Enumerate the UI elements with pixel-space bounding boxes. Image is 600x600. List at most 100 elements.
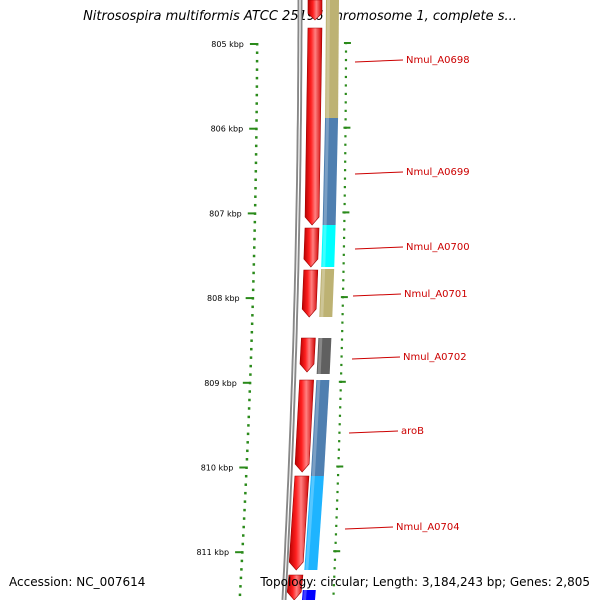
kbp-minor-tick (253, 220, 257, 224)
kbp-label: 806 kbp (211, 125, 244, 134)
inner-minor-tick (344, 118, 347, 121)
kbp-minor-tick (244, 483, 248, 486)
kbp-minor-tick (247, 407, 251, 410)
kbp-minor-tick (241, 551, 244, 554)
inner-minor-tick (338, 423, 341, 426)
kbp-minor-tick (248, 381, 252, 385)
kbp-minor-tick (244, 474, 248, 478)
gene-bar[interactable] (304, 476, 324, 570)
kbp-label: 810 kbp (201, 464, 234, 473)
kbp-minor-tick (239, 576, 243, 580)
inner-minor-tick (333, 575, 336, 578)
gene-bar-highlight (322, 225, 327, 267)
cds-arrow[interactable] (301, 269, 319, 318)
inner-minor-tick (336, 473, 340, 477)
gene-label[interactable]: aroB (401, 426, 424, 437)
inner-minor-tick (340, 372, 343, 375)
kbp-minor-tick (252, 254, 256, 258)
kbp-minor-tick (254, 195, 257, 198)
kbp-minor-tick (255, 136, 258, 139)
gene-bar[interactable] (322, 118, 339, 225)
inner-minor-tick (337, 457, 340, 460)
inner-minor-tick (342, 253, 345, 256)
kbp-minor-tick (242, 517, 246, 520)
kbp-minor-tick (240, 559, 244, 563)
inner-minor-tick (344, 75, 347, 79)
gene-label[interactable]: Nmul_A0699 (406, 167, 470, 178)
gene-bar-highlight (323, 118, 330, 225)
gene-label[interactable]: Nmul_A0704 (396, 522, 460, 533)
kbp-minor-tick (246, 432, 250, 436)
gene-leader-line (348, 430, 399, 434)
gene-label[interactable]: Nmul_A0700 (406, 242, 470, 253)
kbp-minor-tick (254, 170, 258, 173)
kbp-minor-tick (246, 449, 249, 453)
cds-arrow[interactable] (288, 475, 310, 571)
inner-minor-tick (337, 448, 341, 451)
cds-arrow[interactable] (294, 379, 314, 473)
kbp-minor-tick (255, 127, 258, 131)
inner-minor-tick (335, 507, 338, 511)
kbp-minor-tick (253, 237, 256, 241)
kbp-minor-tick (252, 280, 255, 283)
gene-bar[interactable] (310, 380, 330, 476)
cds-arrow[interactable] (299, 337, 316, 373)
cds-arrow[interactable] (303, 227, 320, 268)
gene-bar[interactable] (321, 225, 336, 267)
gene-bar-highlight (326, 0, 330, 118)
gene-label[interactable]: Nmul_A0701 (404, 289, 468, 300)
inner-minor-tick (338, 440, 341, 443)
kbp-minor-tick (238, 593, 242, 597)
kbp-minor-tick (255, 119, 258, 122)
gene-leader-line (344, 526, 394, 530)
inner-minor-tick (342, 279, 345, 282)
gene-label[interactable]: Nmul_A0702 (403, 352, 467, 363)
kbp-minor-tick (250, 322, 254, 326)
inner-minor-tick (342, 270, 345, 273)
kbp-label: 811 kbp (196, 548, 229, 557)
inner-minor-tick (344, 67, 348, 70)
kbp-minor-tick (255, 59, 259, 63)
inner-minor-tick (333, 558, 337, 561)
inner-minor-tick (339, 389, 342, 392)
inner-minor-tick (343, 185, 346, 189)
inner-minor-tick (342, 236, 346, 240)
topology-text: Topology: circular; Length: 3,184,243 bp… (260, 575, 590, 589)
gene-leader-line (351, 356, 401, 360)
kbp-minor-tick (247, 424, 250, 427)
cds-arrow[interactable] (304, 27, 323, 226)
kbp-minor-tick (245, 466, 248, 469)
gene-bar[interactable] (325, 0, 339, 118)
kbp-label: 809 kbp (204, 379, 237, 388)
inner-minor-tick (332, 592, 335, 595)
kbp-minor-tick (254, 161, 258, 165)
gene-leader-line (354, 246, 404, 250)
kbp-minor-tick (251, 297, 255, 300)
inner-minor-tick (341, 313, 344, 316)
cds-arrow[interactable] (286, 574, 304, 600)
gene-bar-highlight (317, 338, 323, 374)
gene-leader-line (352, 293, 402, 297)
inner-minor-tick (341, 329, 344, 333)
inner-minor-tick (340, 363, 343, 367)
gene-bar[interactable] (319, 269, 335, 317)
gene-bar[interactable] (316, 338, 332, 374)
kbp-minor-tick (255, 102, 258, 105)
inner-minor-tick (344, 101, 347, 104)
gene-bar[interactable] (302, 590, 316, 600)
kbp-minor-tick (249, 356, 253, 359)
kbp-minor-tick (254, 144, 258, 148)
kbp-minor-tick (251, 314, 254, 317)
inner-minor-tick (344, 84, 347, 87)
gene-leader-line (354, 171, 404, 175)
inner-minor-tick (344, 152, 347, 155)
cds-arrow[interactable] (307, 0, 323, 21)
inner-minor-tick (339, 397, 342, 400)
kbp-minor-tick (241, 542, 245, 546)
kbp-minor-tick (250, 347, 253, 351)
kbp-minor-tick (241, 534, 245, 537)
inner-minor-tick (338, 431, 341, 434)
gene-label[interactable]: Nmul_A0698 (406, 55, 470, 66)
gene-bar-highlight (311, 380, 321, 476)
